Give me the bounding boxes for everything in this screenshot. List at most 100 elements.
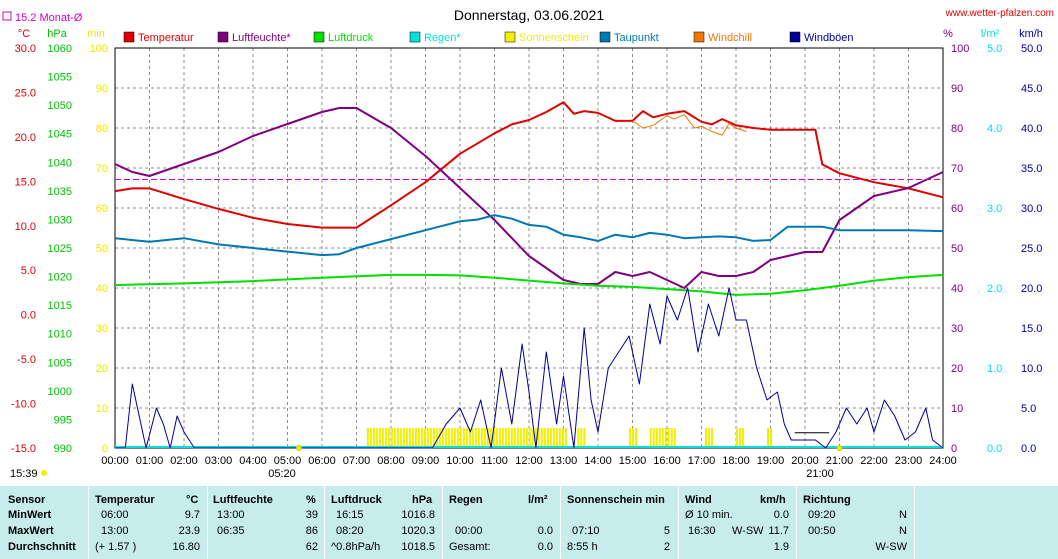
legend-item-windben: Windböen bbox=[789, 31, 854, 44]
pressure-axis: 1060 1055 1050 1045 1040 1035 1030 1025 1020 1015… bbox=[48, 43, 72, 455]
start-time-label: 15:39 bbox=[10, 468, 38, 480]
series-temperatur-line bbox=[114, 101, 944, 229]
rain-axis: 5.0 4.0 3.0 2.0 1.0 0.0 bbox=[987, 43, 1002, 455]
sunshine-tick bbox=[474, 428, 477, 448]
sunshine-tick bbox=[664, 428, 667, 448]
sunshine-tick bbox=[736, 428, 738, 448]
stats-temp-value: 9.7 bbox=[184, 509, 200, 521]
humidity-axis-tick-label: 30 bbox=[951, 323, 963, 335]
sunshine-tick bbox=[655, 428, 658, 448]
sunshine-minutes-axis-tick-label: 10 bbox=[96, 403, 108, 415]
sunrise-marker bbox=[295, 445, 302, 451]
sunshine-tick bbox=[501, 428, 504, 448]
sunshine-tick bbox=[429, 428, 432, 448]
stats-header-wind-unit: km/h bbox=[760, 494, 786, 506]
legend-label: Windböen bbox=[804, 32, 854, 44]
legend-label: Luftfeuchte* bbox=[232, 32, 291, 44]
sunshine-tick bbox=[450, 428, 453, 448]
website-link[interactable]: www.wetter-pfalzen.com bbox=[945, 8, 1054, 19]
sunshine-tick bbox=[423, 428, 426, 448]
legend-label: Luftdruck bbox=[328, 32, 374, 44]
sunshine-tick bbox=[770, 428, 773, 448]
sunshine-tick bbox=[402, 428, 405, 448]
sunshine-tick bbox=[564, 428, 567, 448]
stats-row-label: MinWert bbox=[8, 509, 52, 521]
stats-hum-time: 06:35 bbox=[217, 525, 245, 537]
stats-table: Sensor Temperatur °C Luftfeuchte % Luftd… bbox=[0, 486, 1058, 559]
sunshine-tick bbox=[635, 428, 638, 448]
sunshine-bar bbox=[577, 428, 586, 448]
x-tick-label: 20:00 bbox=[791, 455, 819, 467]
legend-swatch bbox=[504, 31, 516, 43]
humidity-axis-tick-label: 0 bbox=[951, 443, 957, 455]
stats-header-press: Luftdruck bbox=[331, 494, 382, 506]
pressure-axis-tick-label: 1020 bbox=[48, 272, 72, 284]
stats-rain-time: Gesamt: bbox=[449, 541, 491, 553]
sunshine-tick bbox=[390, 428, 393, 448]
sunshine-tick bbox=[384, 428, 387, 448]
x-tick-label: 19:00 bbox=[757, 455, 785, 467]
sunshine-tick bbox=[378, 428, 381, 448]
wind-axis-tick-label: 25.0 bbox=[1021, 243, 1042, 255]
stats-dir-value: N bbox=[899, 525, 907, 537]
x-tick-label: 21:00 bbox=[826, 455, 854, 467]
sunshine-tick bbox=[492, 428, 495, 448]
x-tick-label: 23:00 bbox=[895, 455, 923, 467]
pressure-axis-tick-label: 1055 bbox=[48, 72, 72, 84]
x-tick-label: 07:00 bbox=[343, 455, 371, 467]
x-tick-label: 24:00 bbox=[929, 455, 957, 467]
sunshine-tick bbox=[531, 428, 534, 448]
legend-swatch bbox=[217, 31, 229, 43]
sunshine-tick bbox=[465, 428, 468, 448]
stats-hum-value: 39 bbox=[305, 509, 318, 521]
legend-item-luftfeuchte: Luftfeuchte* bbox=[217, 31, 291, 44]
rain-unit-label: l/m² bbox=[981, 28, 1000, 40]
x-tick-label: 16:00 bbox=[653, 455, 681, 467]
pressure-axis-tick-label: 1025 bbox=[48, 243, 72, 255]
series-windchill-line bbox=[632, 114, 747, 136]
stats-dir-value: W-SW bbox=[875, 541, 907, 553]
sunshine-tick bbox=[580, 428, 583, 448]
weather-chart: 00:00 01:00 02:00 03:00 04:00 05:00 06:00 07:00… bbox=[2, 7, 1054, 480]
sunshine-tick bbox=[525, 428, 528, 448]
stats-header-wind: Wind bbox=[685, 494, 712, 506]
stats-hum-value: 86 bbox=[305, 525, 318, 537]
sunshine-tick bbox=[649, 428, 652, 448]
sunshine-tick bbox=[441, 428, 444, 448]
sunshine-tick bbox=[432, 428, 435, 448]
humidity-axis-tick-label: 80 bbox=[951, 123, 963, 135]
temperature-axis-tick-label: -15.0 bbox=[11, 443, 36, 455]
x-tick-label: 10:00 bbox=[446, 455, 474, 467]
minutes-unit-label: min bbox=[87, 28, 105, 40]
sunshine-tick bbox=[632, 428, 635, 448]
sunshine-tick bbox=[555, 428, 558, 448]
chart-axes: 00:00 01:00 02:00 03:00 04:00 05:00 06:00 07:00… bbox=[11, 28, 1043, 467]
legend-item-temperatur: Temperatur bbox=[123, 31, 194, 44]
monthly-average-swatch bbox=[2, 11, 12, 21]
series-luftfeuchte-line bbox=[114, 107, 944, 289]
sunshine-tick bbox=[707, 428, 710, 448]
sunshine-tick bbox=[670, 428, 673, 448]
sunshine-tick bbox=[426, 428, 429, 448]
legend-swatch bbox=[313, 31, 325, 43]
stats-row-label: MaxWert bbox=[8, 525, 54, 537]
start-time-sun-icon bbox=[41, 470, 47, 476]
stats-rain-value: 0.0 bbox=[537, 541, 553, 553]
sunshine-tick bbox=[513, 428, 516, 448]
x-tick-label: 01:00 bbox=[136, 455, 164, 467]
stats-wind-time: 16:30 bbox=[688, 525, 716, 537]
sunshine-tick bbox=[372, 428, 375, 448]
sunshine-tick bbox=[739, 428, 741, 448]
sunshine-tick bbox=[387, 428, 390, 448]
sunshine-tick bbox=[480, 428, 483, 448]
sunshine-tick bbox=[483, 428, 486, 448]
temperature-axis-tick-label: -10.0 bbox=[11, 399, 36, 411]
sunshine-tick bbox=[414, 428, 417, 448]
chart-legend: Temperatur Luftfeuchte* Luftdruck Regen* Son… bbox=[123, 31, 854, 44]
legend-item-sonnenschein: Sonnenschein bbox=[504, 31, 589, 44]
sunshine-tick bbox=[435, 428, 438, 448]
wind-axis-tick-label: 0.0 bbox=[1021, 443, 1036, 455]
x-tick-label: 03:00 bbox=[205, 455, 233, 467]
rain-axis-tick-label: 4.0 bbox=[987, 123, 1002, 135]
sunshine-tick bbox=[471, 428, 474, 448]
